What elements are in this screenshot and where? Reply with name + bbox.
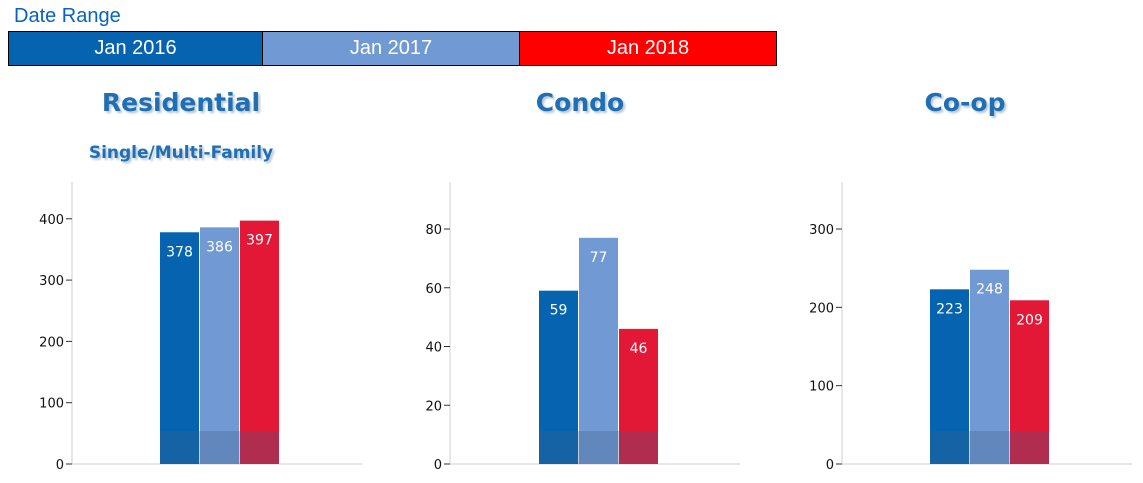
coop-chart-title: Co-op (924, 88, 1006, 117)
residential-y-tick-label: 200 (39, 335, 64, 350)
residential-bar-1 (160, 232, 199, 464)
residential-y-tick-label: 300 (39, 274, 64, 289)
residential-bar-2 (200, 227, 239, 464)
residential-bar-label-3: 397 (246, 233, 273, 249)
condo-y-tick-label: 0 (434, 458, 442, 473)
residential-bar-3 (240, 220, 279, 464)
residential-chart-title: Residential (101, 88, 261, 117)
date-range-legend: Jan 2016 Jan 2017 Jan 2018 (8, 31, 777, 66)
condo-bar-1 (539, 290, 578, 464)
condo-y-tick-label: 20 (425, 399, 442, 414)
condo-bar-2 (579, 237, 618, 464)
condo-y-tick-label: 40 (425, 341, 442, 356)
coop-bar-3 (1010, 300, 1049, 464)
condo-y-tick-label: 60 (425, 282, 442, 297)
residential-y-tick-label: 100 (39, 397, 64, 412)
legend-item-jan-2018[interactable]: Jan 2018 (520, 31, 777, 66)
legend-item-jan-2017[interactable]: Jan 2017 (263, 31, 520, 66)
condo-chart-title: Condo (535, 88, 625, 117)
coop-y-tick-label: 200 (809, 301, 834, 316)
coop-bar-label-2: 248 (976, 282, 1003, 298)
residential-bar-label-1: 378 (166, 244, 193, 260)
coop-bar-2 (970, 269, 1009, 464)
condo-bar-3 (619, 328, 658, 464)
legend-item-jan-2016[interactable]: Jan 2016 (8, 31, 263, 66)
condo-shadow-band (539, 431, 658, 464)
coop-bar-label-1: 223 (936, 301, 963, 317)
residential-shadow-band (160, 431, 279, 464)
coop-shadow-band (930, 431, 1049, 464)
residential-bar-label-2: 386 (206, 239, 233, 255)
condo-bar-label-1: 59 (550, 303, 568, 319)
condo-bar-label-2: 77 (590, 250, 608, 266)
coop-y-tick-label: 0 (826, 458, 834, 473)
date-range-label: Date Range (14, 5, 121, 27)
coop-y-tick-label: 300 (809, 223, 834, 238)
condo-bar-label-3: 46 (630, 341, 648, 357)
coop-y-tick-label: 100 (809, 380, 834, 395)
condo-y-tick-label: 80 (425, 223, 442, 238)
residential-y-tick-label: 0 (56, 458, 64, 473)
residential-y-tick-label: 400 (39, 213, 64, 228)
coop-bar-label-3: 209 (1016, 312, 1043, 328)
residential-chart-subtitle: Single/Multi-Family (88, 143, 274, 163)
coop-bar-1 (930, 289, 969, 464)
